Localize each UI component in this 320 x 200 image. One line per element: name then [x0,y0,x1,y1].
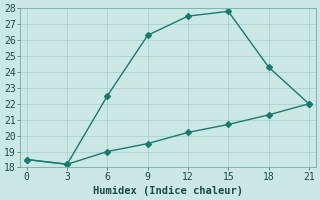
X-axis label: Humidex (Indice chaleur): Humidex (Indice chaleur) [93,186,243,196]
